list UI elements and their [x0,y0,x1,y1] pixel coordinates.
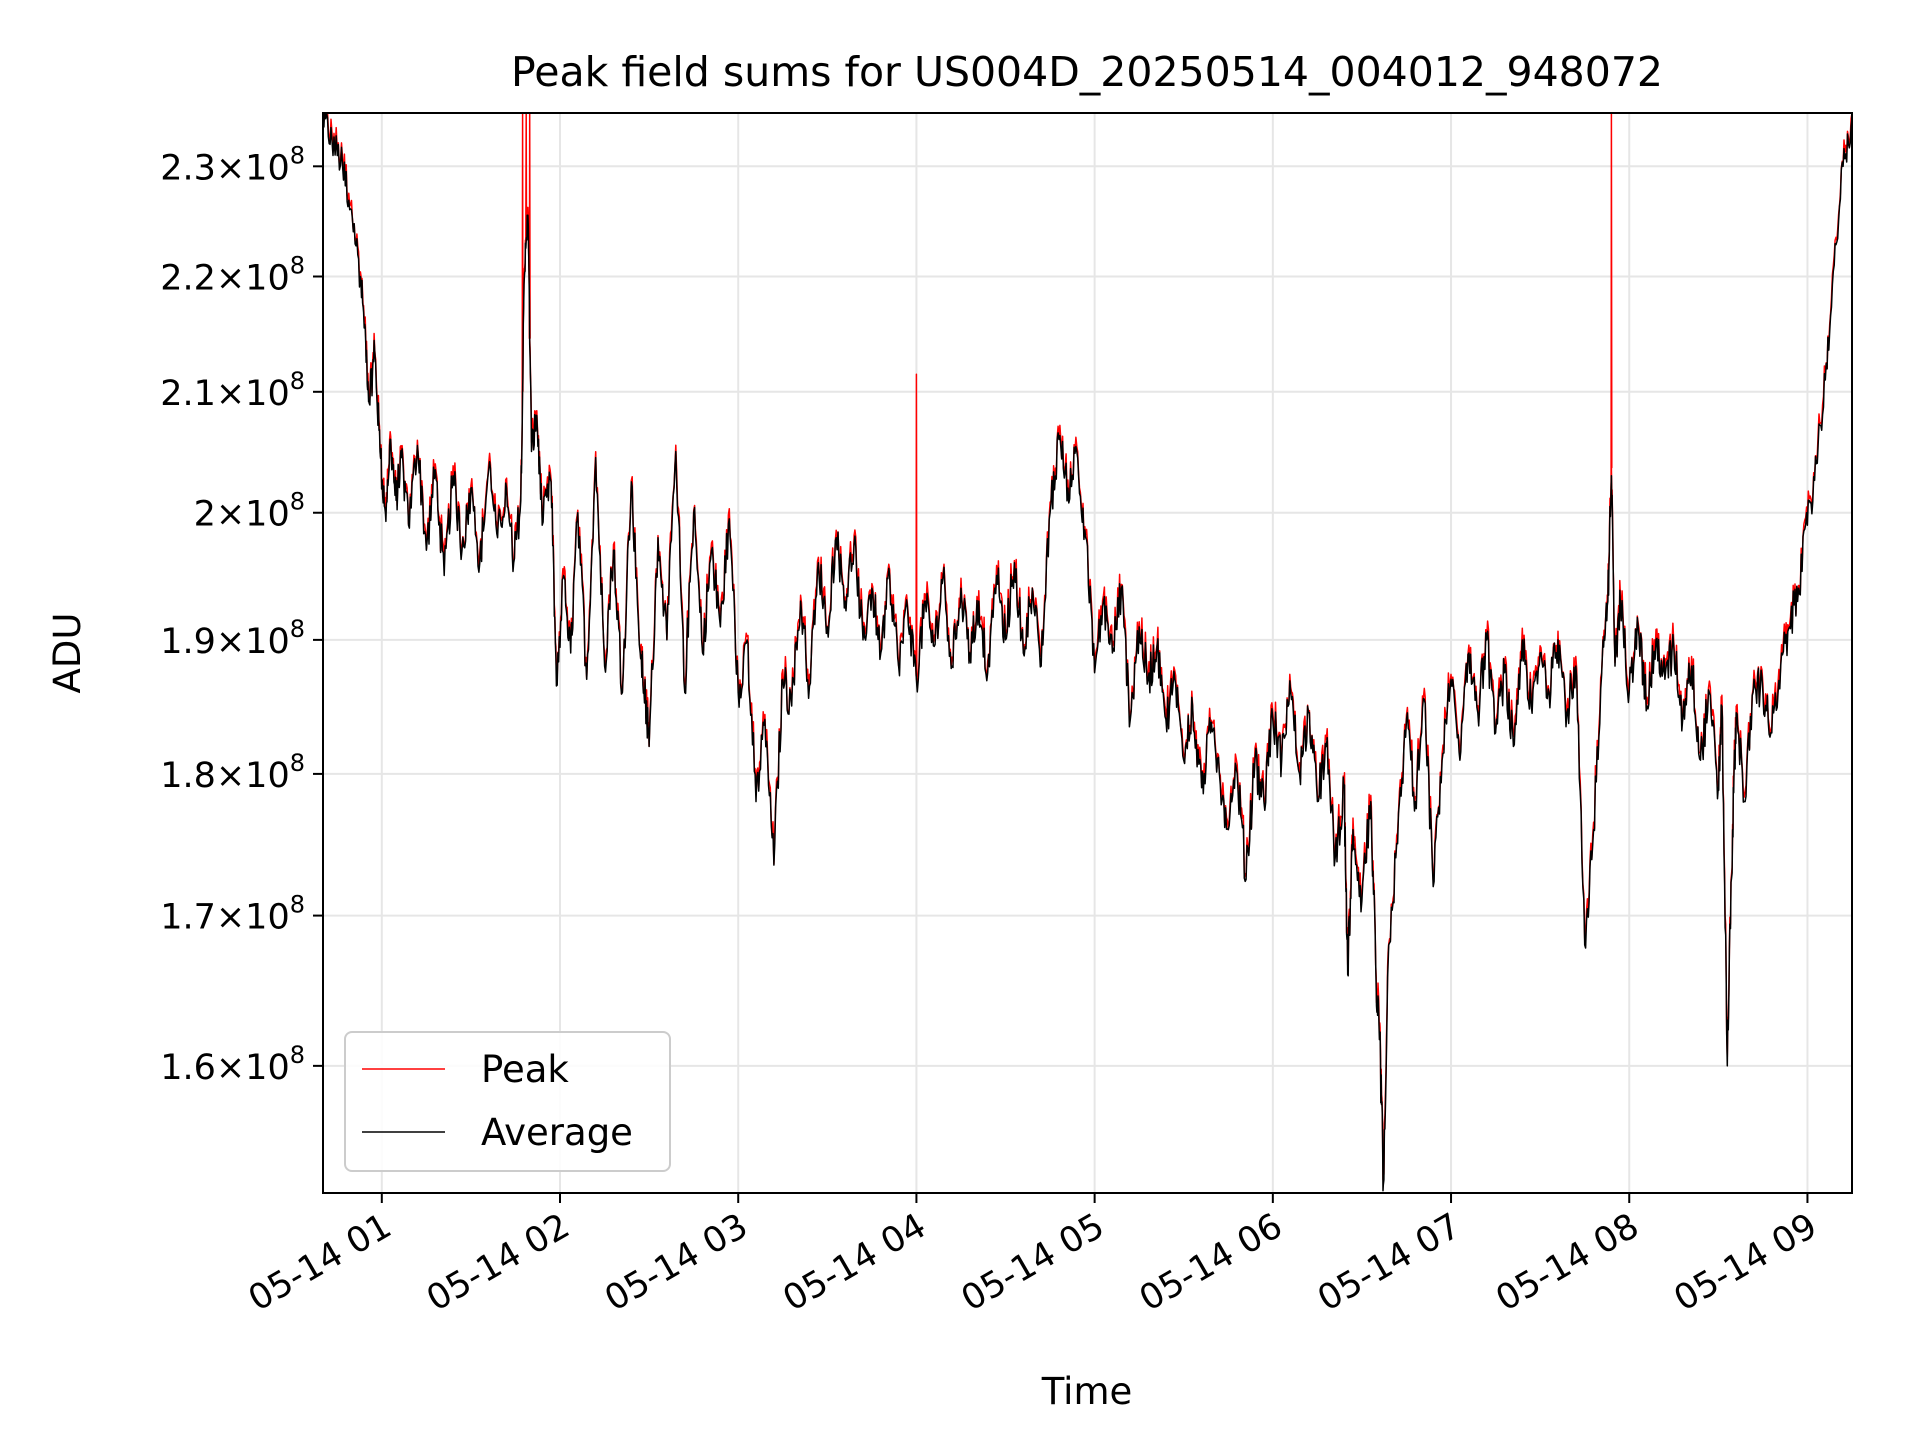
y-tick-label: 1.9×108 [160,615,305,662]
legend-peak-label: Peak [481,1048,569,1091]
y-tick-label: 2.3×108 [160,141,305,188]
y-tick-label: 1.8×108 [160,749,305,796]
x-axis-label: Time [1041,1370,1133,1413]
y-tick-label: 2×108 [194,488,305,535]
y-tick-label: 1.7×108 [160,891,305,938]
y-tick-label: 2.1×108 [160,367,305,414]
series-line-average [323,113,1852,1192]
y-axis-label: ADU [46,613,89,694]
y-tick-label: 1.6×108 [160,1041,305,1088]
legend-average-label: Average [481,1111,633,1154]
plot-frame [322,112,1853,1194]
legend: Peak Average [344,1031,671,1172]
legend-box [344,1031,671,1172]
gridlines [323,113,1852,1193]
y-axis-ticks: 1.6×108 1.7×108 1.8×108 1.9×108 2×108 2.1×108… [160,141,323,1088]
series-layer [323,113,1852,1192]
y-tick-label: 2.2×108 [160,251,305,298]
plot-area [323,113,1852,1193]
chart-title: Peak field sums for US004D_20250514_0040… [511,48,1663,96]
